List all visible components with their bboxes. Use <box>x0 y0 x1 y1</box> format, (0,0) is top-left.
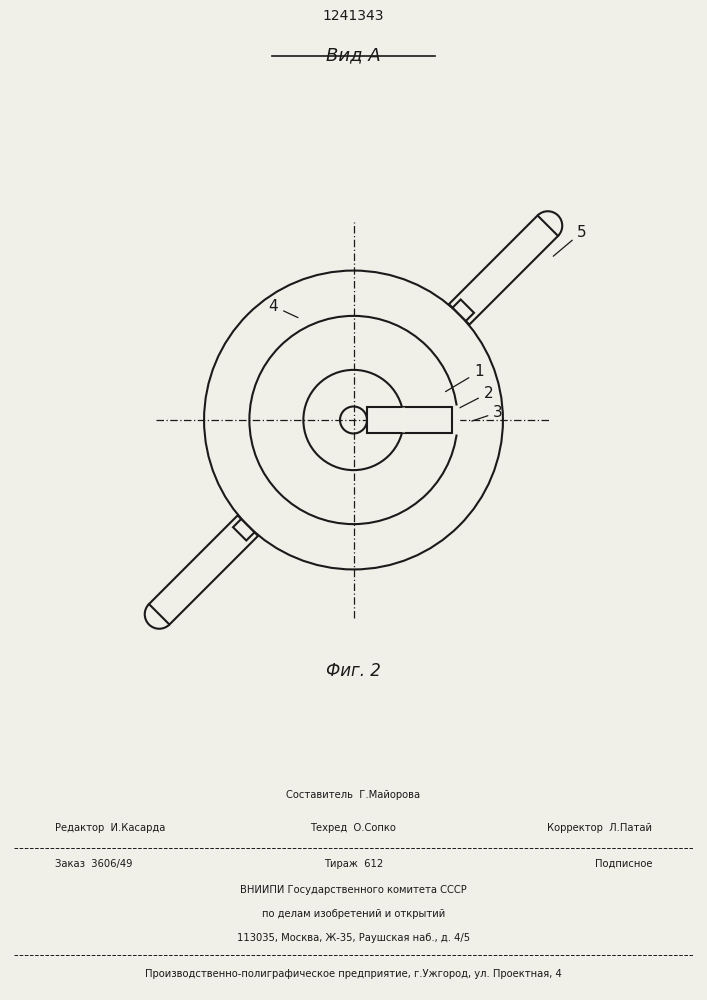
Polygon shape <box>449 215 558 325</box>
Text: 5: 5 <box>554 225 587 256</box>
Text: 5: 5 <box>165 576 197 603</box>
Text: Редактор  И.Касарда: Редактор И.Касарда <box>55 823 165 833</box>
Text: 3: 3 <box>472 405 503 421</box>
Text: ВНИИПИ Государственного комитета СССР: ВНИИПИ Государственного комитета СССР <box>240 885 467 895</box>
Text: по делам изобретений и открытий: по делам изобретений и открытий <box>262 909 445 919</box>
Polygon shape <box>149 515 258 625</box>
Text: Заказ  3606/49: Заказ 3606/49 <box>55 859 132 869</box>
Text: 1: 1 <box>445 364 484 392</box>
Text: Корректор  Л.Патай: Корректор Л.Патай <box>547 823 652 833</box>
Text: Фиг. 2: Фиг. 2 <box>326 662 381 680</box>
Text: 4: 4 <box>269 299 298 318</box>
Bar <box>367 407 452 433</box>
Text: 2: 2 <box>457 386 493 409</box>
Text: Подписное: Подписное <box>595 859 652 869</box>
Polygon shape <box>452 300 474 321</box>
Text: Техред  О.Сопко: Техред О.Сопко <box>310 823 397 833</box>
Text: Тираж  612: Тираж 612 <box>324 859 383 869</box>
Text: Составитель  Г.Майорова: Составитель Г.Майорова <box>286 790 421 800</box>
Text: 1241343: 1241343 <box>323 9 384 23</box>
Text: Производственно-полиграфическое предприятие, г.Ужгород, ул. Проектная, 4: Производственно-полиграфическое предприя… <box>145 969 562 979</box>
Polygon shape <box>233 519 255 540</box>
Text: Вид А: Вид А <box>326 47 381 65</box>
Text: 113035, Москва, Ж-35, Раушская наб., д. 4/5: 113035, Москва, Ж-35, Раушская наб., д. … <box>237 933 470 943</box>
